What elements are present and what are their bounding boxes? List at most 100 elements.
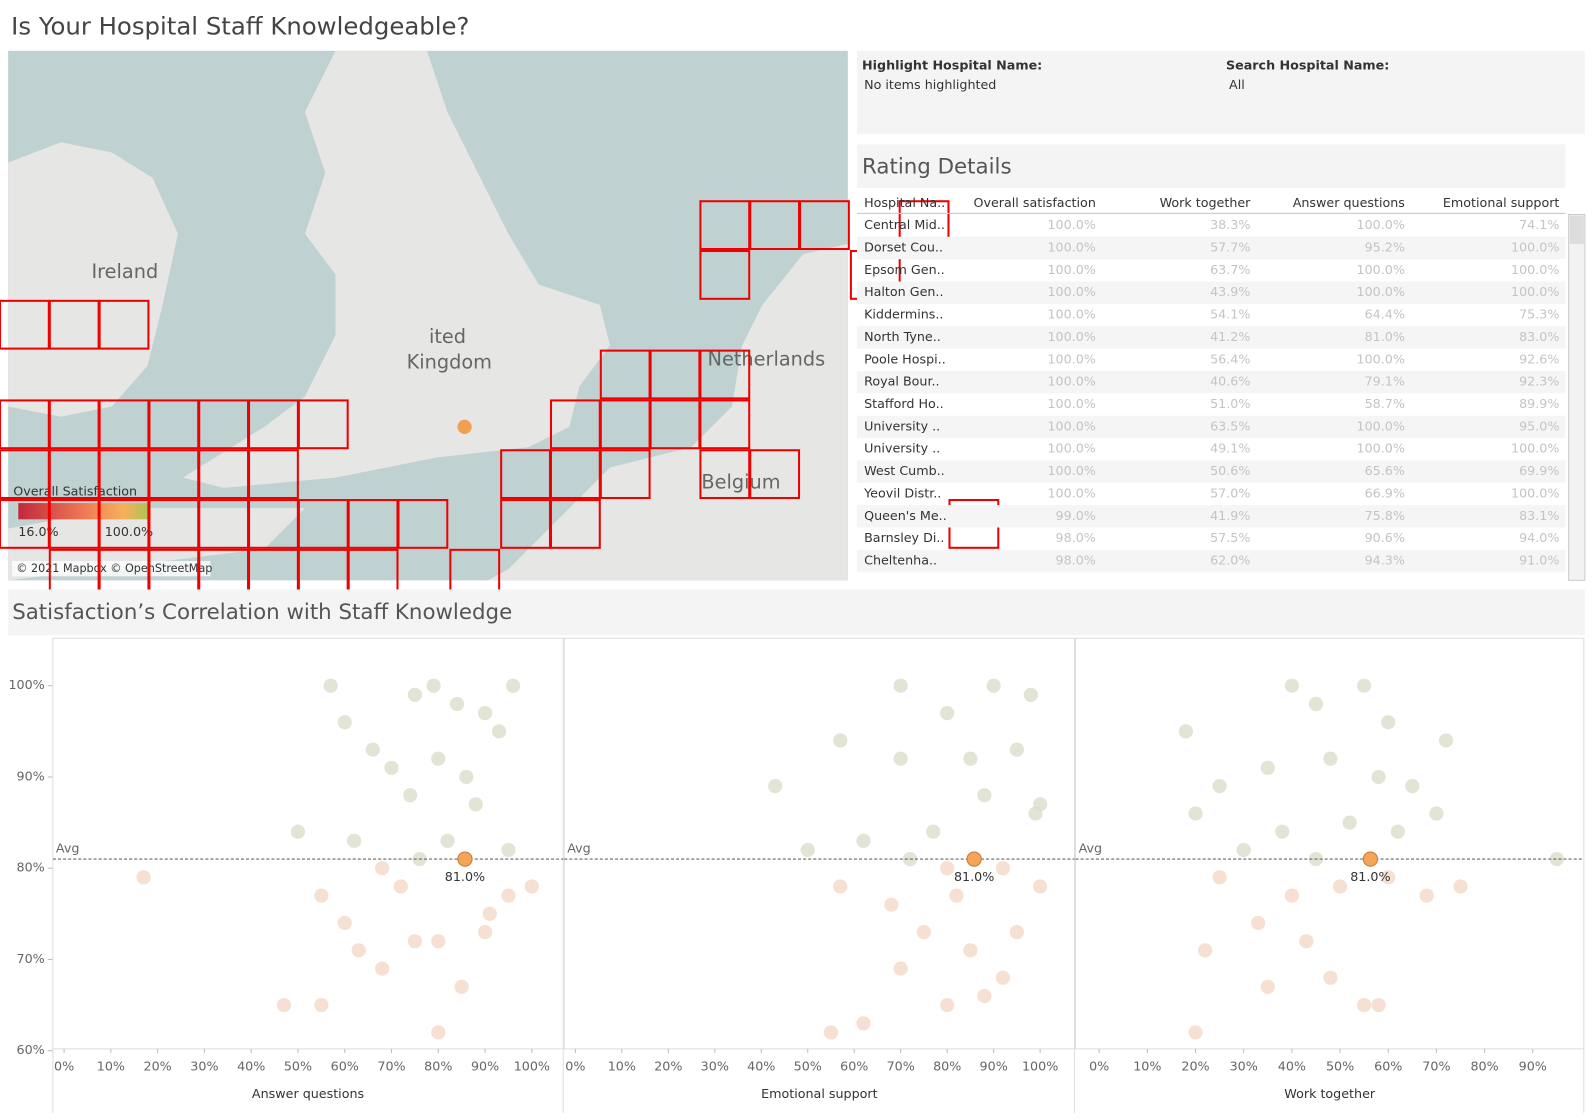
panel-frame [1075,637,1585,1050]
x-tick-label: 60% [1374,1059,1402,1074]
x-tick-label: 60% [840,1059,868,1074]
row-band [856,370,1566,394]
filter-value[interactable]: No items highlighted [864,77,996,92]
dashboard-title: Is Your Hospital Staff Knowledgeable? [11,11,469,40]
point [1323,970,1338,985]
x-tick-label: 30% [190,1059,218,1074]
hospital-name: Stafford Ho.. [864,396,944,411]
point [1033,879,1048,894]
point [1342,815,1357,830]
column-header: Emotional support [1443,195,1560,210]
point [995,970,1011,985]
table-cell: 100.0% [1357,262,1405,277]
table-cell: 75.8% [1365,508,1405,523]
scroll-thumb[interactable] [1569,215,1584,244]
annotation-box [699,250,751,300]
table-cell: 92.3% [1519,374,1559,389]
column-header: Overall satisfaction [973,195,1095,210]
table-cell: 81.0% [1365,329,1405,344]
filter-label: Highlight Hospital Name: [862,58,1042,73]
point [1357,678,1372,693]
filter-label: Search Hospital Name: [1226,58,1389,73]
table-header-band [856,144,1566,189]
table-cell: 41.9% [1210,508,1250,523]
y-tick-label: 100% [8,677,44,692]
table-cell: 69.9% [1519,463,1559,478]
table-cell: 43.9% [1210,284,1250,299]
table-cell: 100.0% [1357,217,1405,232]
point [1028,806,1043,821]
x-tick-label: 90% [980,1059,1008,1074]
scrollbar[interactable] [1568,213,1586,581]
table-cell: 91.0% [1519,553,1559,568]
table-cell: 63.5% [1210,418,1250,433]
attribution-bg [12,561,211,577]
column-header: Answer questions [1293,195,1405,210]
table-cell: 95.2% [1365,239,1405,254]
table-cell: 100.0% [1511,262,1559,277]
highlight-point [1362,851,1379,867]
point [375,961,390,976]
filter-panel [856,50,1585,135]
point [1178,724,1193,739]
point [501,842,516,858]
point [1212,870,1227,885]
x-tick-label: 50% [284,1059,312,1074]
legend-min: 16.0% [18,524,58,539]
point [1405,778,1420,794]
point [468,797,483,812]
overlay [0,200,1000,599]
table-cell: 49.1% [1210,441,1250,456]
point [1188,806,1203,821]
row-band [856,505,1566,528]
table-cell: 100.0% [1511,239,1559,254]
point [477,924,493,940]
table-cell: 62.0% [1210,553,1250,568]
point [1323,751,1338,766]
x-tick-label: 0% [565,1059,585,1074]
table-cell: 57.7% [1210,239,1250,254]
point [1549,851,1564,867]
table-cell: 100.0% [1357,418,1405,433]
table-cell: 83.0% [1519,329,1559,344]
point [459,769,474,785]
table-cell: 54.1% [1210,307,1250,322]
annotation-box [248,449,299,500]
hospital-name: Epsom Gen.. [864,262,945,277]
annotation-box [749,449,801,500]
point [1260,760,1275,775]
point [449,696,465,712]
hospital-name: Kiddermins.. [864,307,943,322]
table-cell: 100.0% [1511,441,1559,456]
panel-frame [563,637,1076,1050]
point [1284,678,1299,693]
map-label: Ireland [91,260,158,283]
row-band [856,281,1566,304]
map-land [487,243,848,581]
point [276,997,292,1013]
point [407,934,423,949]
attribution: © 2021 Mapbox © OpenStreetMap [16,562,212,575]
point [384,760,399,775]
point [856,833,871,848]
point [1371,769,1386,785]
table-cell: 40.6% [1210,374,1250,389]
map-label: Netherlands [708,347,826,370]
point [1284,888,1299,903]
table-cell: 100.0% [1357,351,1405,366]
point [524,879,539,894]
point [1275,824,1290,839]
filter-value[interactable]: All [1229,77,1245,92]
section-title: Satisfaction’s Correlation with Staff Kn… [12,600,512,625]
table-cell: 98.0% [1056,553,1096,568]
map-land [182,50,610,488]
table-cell: 99.0% [1056,508,1096,523]
legend-max: 100.0% [105,524,153,539]
table-cell: 100.0% [1047,396,1095,411]
point [477,705,493,721]
table-cell: 63.7% [1210,262,1250,277]
point [1419,888,1434,903]
annotation-box [549,499,601,549]
x-tick-label: 30% [1230,1059,1258,1074]
annotation-box [799,200,850,251]
